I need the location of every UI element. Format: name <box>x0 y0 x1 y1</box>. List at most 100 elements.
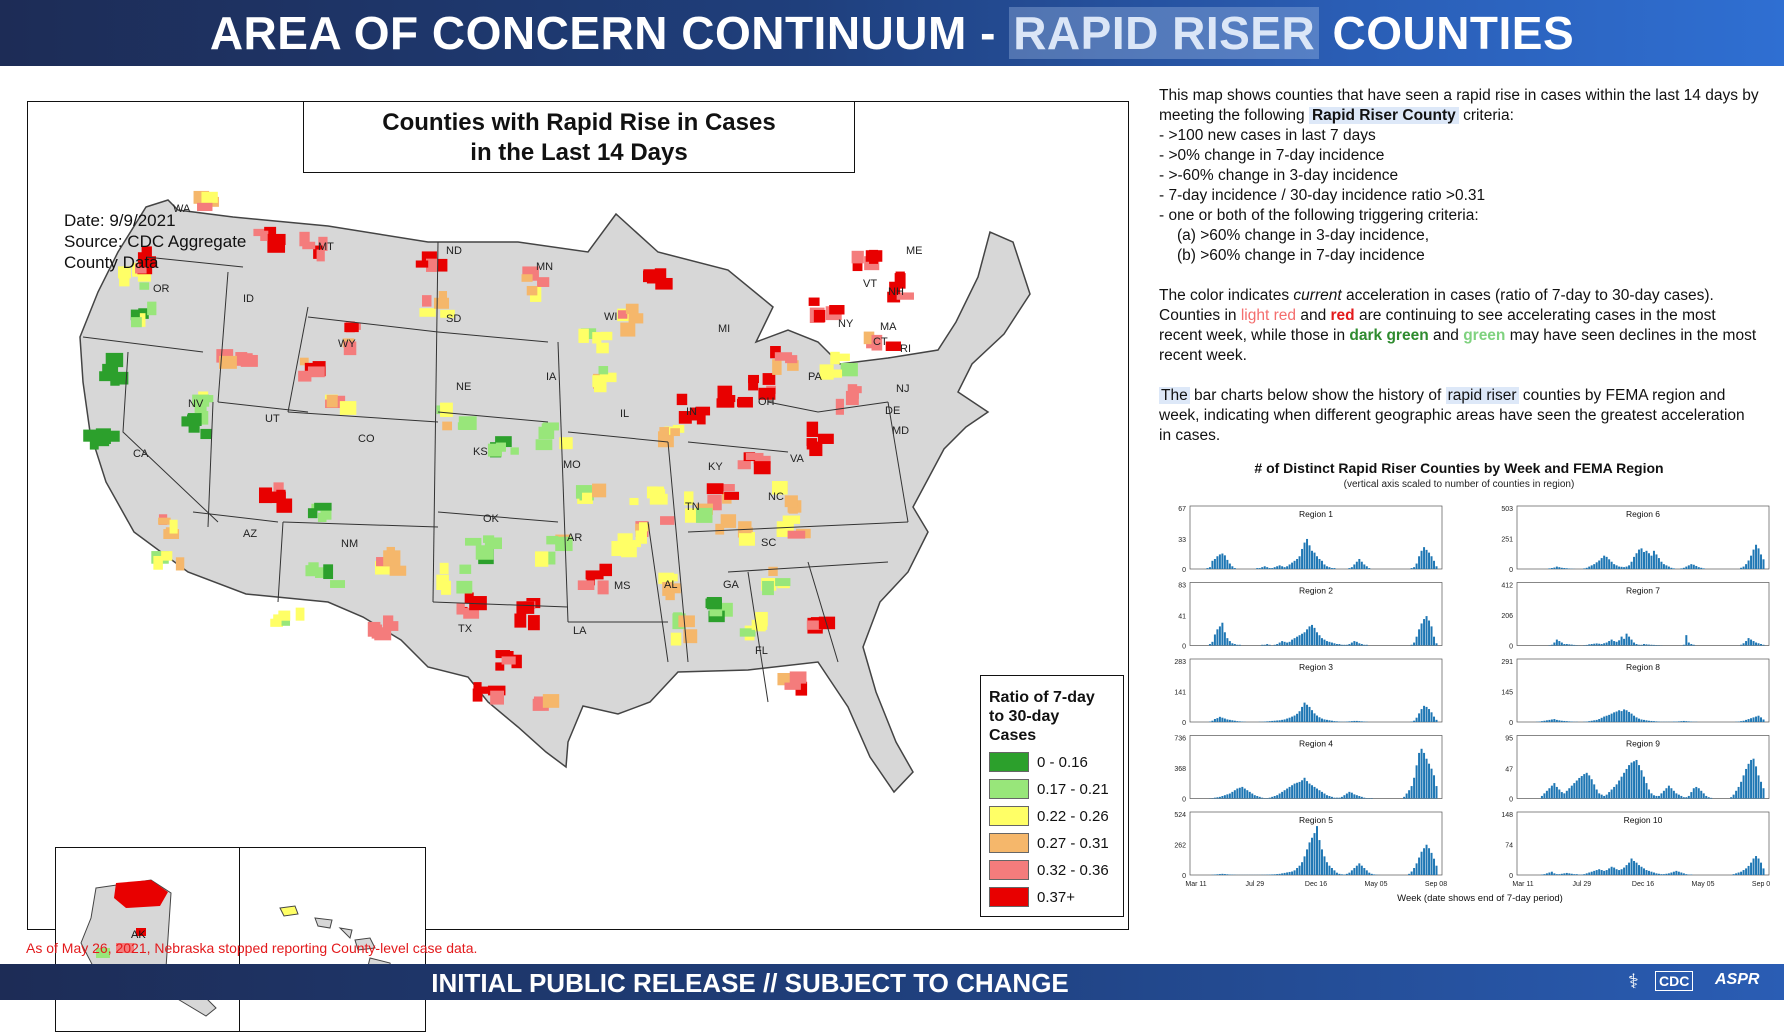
bar <box>1306 539 1308 569</box>
bar <box>1650 556 1652 569</box>
bar <box>1299 635 1301 645</box>
bar <box>1583 568 1585 569</box>
state-label: ME <box>906 245 923 257</box>
state-label: NJ <box>896 383 909 395</box>
bar <box>1658 796 1660 799</box>
state-label: MS <box>614 580 631 592</box>
bar <box>1673 568 1675 569</box>
bar <box>1266 644 1268 645</box>
bar <box>1358 643 1360 645</box>
bar <box>1755 856 1757 875</box>
bar <box>1309 842 1311 875</box>
bar <box>1226 874 1228 875</box>
bar <box>1678 721 1680 722</box>
bar <box>1588 567 1590 569</box>
bar <box>1755 545 1757 569</box>
bar <box>1224 719 1226 722</box>
bar <box>1591 721 1593 722</box>
bar <box>1421 551 1423 569</box>
bar <box>1421 623 1423 645</box>
state-label: NC <box>768 491 784 503</box>
bar <box>1758 716 1760 722</box>
bar <box>1368 873 1370 875</box>
bar <box>1665 874 1667 875</box>
bar <box>1226 560 1228 569</box>
criteria-item: - >0% change in 7-day incidence <box>1159 146 1759 166</box>
bar <box>1566 873 1568 875</box>
bar <box>1571 645 1573 646</box>
county-cell <box>536 439 553 450</box>
bar <box>1608 868 1610 875</box>
state-label: RI <box>900 343 911 355</box>
county-cell <box>305 565 318 576</box>
legend-item: 0.32 - 0.36 <box>989 860 1109 880</box>
bar <box>1289 872 1291 875</box>
bar <box>1216 797 1218 798</box>
bar <box>1548 568 1550 569</box>
bar <box>1361 562 1363 569</box>
bar <box>1675 793 1677 798</box>
state-label: SC <box>761 537 776 549</box>
y-tick-label: 206 <box>1501 613 1513 620</box>
state-label: CT <box>873 336 888 348</box>
bar <box>1304 778 1306 799</box>
bar <box>1690 644 1692 645</box>
bar <box>1763 559 1765 569</box>
bar <box>1234 644 1236 645</box>
panel-title: Region 3 <box>1299 662 1333 672</box>
county-cell <box>383 615 393 629</box>
state-label: AZ <box>243 528 257 540</box>
legend-item: 0 - 0.16 <box>989 752 1088 772</box>
county-cell <box>514 614 526 628</box>
bar <box>1301 707 1303 722</box>
bar <box>1593 564 1595 569</box>
bar <box>1603 796 1605 799</box>
bar <box>1608 559 1610 569</box>
bar <box>1596 643 1598 645</box>
county-cell <box>737 399 746 407</box>
bar <box>1323 640 1325 646</box>
bar <box>1291 563 1293 569</box>
bar <box>1416 863 1418 875</box>
bar <box>1643 720 1645 722</box>
bar <box>1735 873 1737 875</box>
county-cell <box>718 386 733 401</box>
bar <box>1318 559 1320 569</box>
bar <box>1431 556 1433 569</box>
bar <box>1343 645 1345 646</box>
bar <box>1269 721 1271 722</box>
bar <box>1211 561 1213 569</box>
bar <box>1318 790 1320 798</box>
bar <box>1683 721 1685 722</box>
map-source-cont: County Data <box>64 252 246 273</box>
bar <box>1224 795 1226 798</box>
bar <box>1341 797 1343 799</box>
bar <box>1323 856 1325 875</box>
bar <box>1269 645 1271 646</box>
bar <box>1645 720 1647 722</box>
county-cell <box>200 429 212 439</box>
bar <box>1690 792 1692 798</box>
bar <box>1680 721 1682 722</box>
bar <box>1685 874 1687 875</box>
map-legend: Ratio of 7-day to 30-day Cases 0 - 0.16 … <box>980 675 1124 917</box>
bar <box>1211 642 1213 646</box>
bar <box>1663 874 1665 875</box>
bar <box>1618 710 1620 722</box>
county-cell <box>650 494 668 505</box>
bar <box>1214 634 1216 645</box>
bar <box>1603 717 1605 722</box>
bar <box>1551 786 1553 799</box>
state-label: WI <box>604 311 617 323</box>
bar <box>1426 550 1428 569</box>
y-tick-label: 33 <box>1178 537 1186 544</box>
bar <box>1234 790 1236 798</box>
bar <box>1708 797 1710 798</box>
bar <box>1556 787 1558 799</box>
map-footnote: As of May 26, 2021, Nebraska stopped rep… <box>26 940 477 956</box>
bar <box>1636 863 1638 875</box>
county-cell <box>784 683 800 690</box>
color-paragraph: The color indicates current acceleration… <box>1159 286 1759 366</box>
bar <box>1428 621 1430 646</box>
bar <box>1338 798 1340 799</box>
